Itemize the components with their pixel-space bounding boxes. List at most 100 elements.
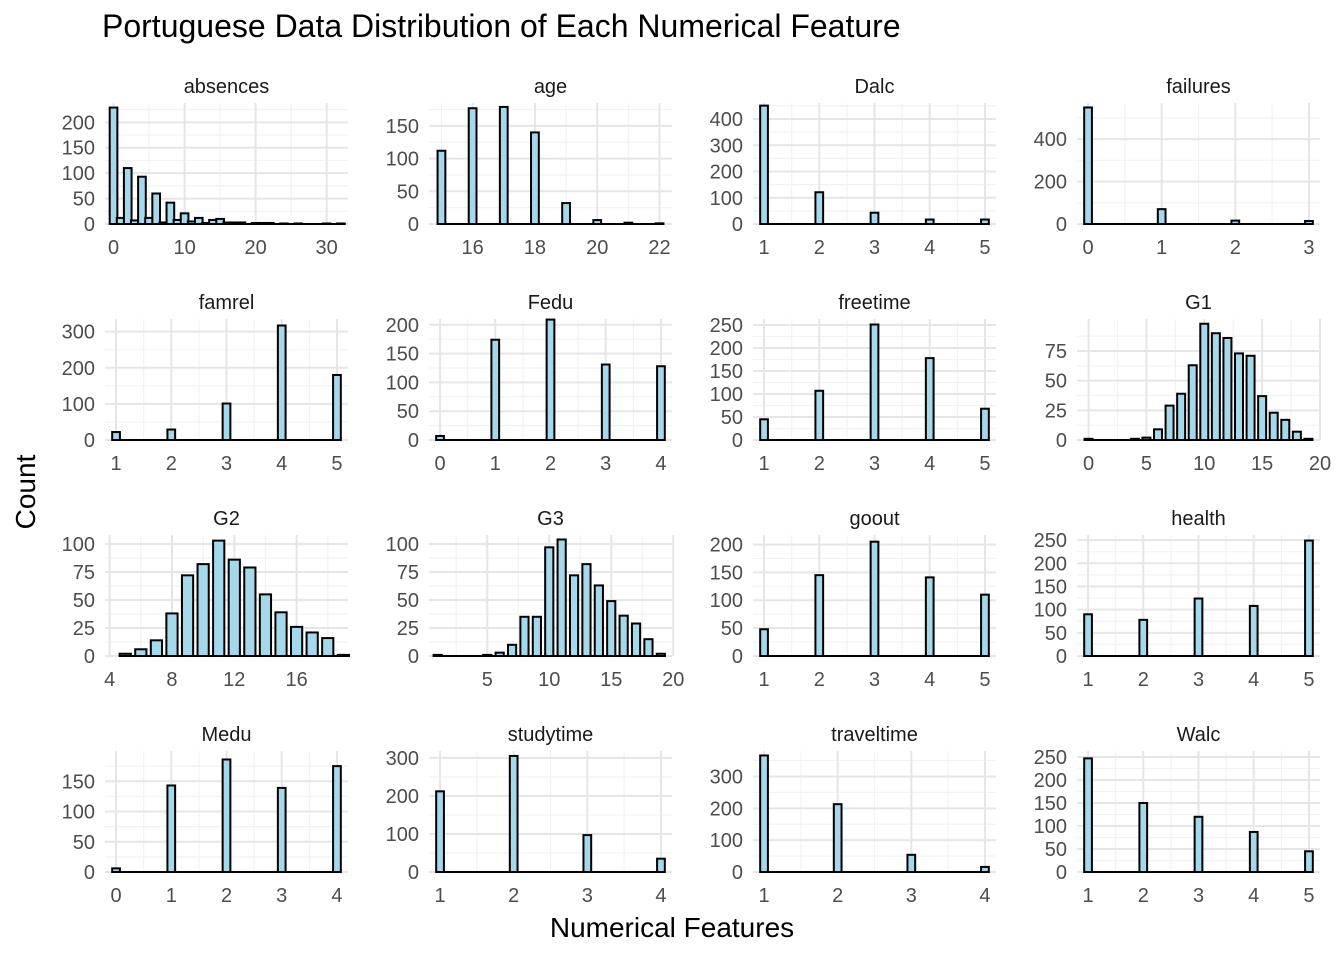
y-tick-label: 0	[84, 646, 95, 668]
panel-title: age	[534, 76, 567, 98]
bar	[869, 323, 880, 441]
x-tick-label: 1	[434, 885, 445, 907]
y-tick-label: 200	[710, 798, 743, 820]
x-tick-label: 4	[104, 669, 115, 691]
x-tick-label: 4	[924, 453, 935, 475]
y-tick-label: 150	[710, 361, 743, 383]
bar	[332, 765, 342, 873]
bar	[606, 600, 617, 658]
bar	[1156, 208, 1167, 225]
bar	[759, 104, 769, 225]
bar	[276, 786, 287, 874]
x-tick-label: 1	[758, 237, 769, 259]
bar	[581, 563, 592, 658]
y-tick-label: 200	[710, 338, 743, 360]
y-tick-label: 100	[1034, 816, 1067, 838]
bar	[1257, 395, 1268, 442]
y-tick-label: 300	[62, 322, 95, 344]
bar	[165, 612, 179, 657]
y-tick-label: 75	[397, 562, 419, 584]
bar	[221, 402, 232, 442]
x-tick-label: 5	[979, 237, 990, 259]
y-tick-label: 50	[73, 832, 95, 854]
y-tick-label: 100	[62, 534, 95, 556]
y-tick-label: 100	[386, 149, 419, 171]
chart-title: Portuguese Data Distribution of Each Num…	[102, 8, 901, 44]
panel-title: Medu	[201, 724, 251, 746]
x-tick-label: 2	[814, 237, 825, 259]
y-tick-label: 100	[710, 830, 743, 852]
x-tick-label: 2	[508, 885, 519, 907]
x-tick-label: 8	[166, 669, 177, 691]
panel-age: age 16 18 20 22 0 50 100 150	[386, 76, 672, 259]
bar	[519, 615, 530, 658]
bar	[151, 192, 161, 226]
y-tick-label: 0	[408, 430, 419, 452]
y-tick-label: 300	[710, 766, 743, 788]
panel-studytime: studytime 1 2 3 4 0 100 200 300	[386, 724, 672, 907]
x-tick-label: 4	[655, 885, 666, 907]
bar	[1138, 618, 1149, 657]
bar	[531, 615, 542, 658]
bar	[508, 754, 519, 873]
bar	[630, 622, 642, 658]
y-tick-label: 25	[73, 618, 95, 640]
x-tick-label: 4	[924, 669, 935, 691]
x-tick-label: 3	[906, 885, 917, 907]
y-tick-label: 400	[710, 109, 743, 131]
y-tick-label: 0	[84, 430, 95, 452]
bar	[166, 428, 177, 441]
panel-title: G2	[213, 508, 240, 530]
x-tick-label: 4	[924, 237, 935, 259]
y-tick-label: 0	[1056, 646, 1067, 668]
bar	[1193, 815, 1204, 874]
panel-G3: G3 5 10 15 20 0 25 50 75 100	[386, 508, 685, 691]
panel-G1: G1 0 5 10 15 20 0 25 50 75	[1045, 292, 1331, 475]
x-tick-label: 20	[245, 237, 267, 259]
bar	[1304, 539, 1314, 658]
y-tick-label: 150	[710, 562, 743, 584]
bar	[980, 593, 990, 657]
y-tick-label: 100	[386, 534, 419, 556]
y-tick-label: 50	[73, 590, 95, 612]
y-tick-label: 200	[386, 786, 419, 808]
bar	[1199, 322, 1210, 441]
x-tick-label: 0	[434, 453, 445, 475]
x-tick-label: 1	[110, 453, 121, 475]
y-tick-label: 100	[62, 802, 95, 824]
bar	[1193, 597, 1204, 658]
bar	[814, 574, 825, 657]
y-tick-label: 200	[710, 162, 743, 184]
x-tick-label: 5	[482, 669, 493, 691]
x-tick-label: 2	[221, 885, 232, 907]
bar	[759, 628, 769, 658]
x-tick-label: 20	[662, 669, 684, 691]
y-axis-label: Count	[10, 454, 41, 530]
y-tick-label: 0	[1056, 430, 1067, 452]
bar	[305, 631, 319, 658]
y-tick-label: 200	[1034, 172, 1067, 194]
y-tick-label: 100	[62, 394, 95, 416]
bar	[656, 857, 666, 873]
x-tick-label: 1	[1082, 885, 1093, 907]
y-tick-label: 50	[721, 407, 743, 429]
y-tick-label: 50	[397, 401, 419, 423]
panel-famrel: famrel 1 2 3 4 5 0 100 200 300	[62, 292, 348, 475]
bar	[1138, 801, 1149, 873]
bar	[1304, 850, 1314, 873]
bar	[1268, 411, 1279, 442]
y-tick-label: 50	[397, 181, 419, 203]
bar	[243, 566, 257, 657]
x-tick-label: 2	[832, 885, 843, 907]
bar	[1210, 332, 1221, 441]
bar	[869, 540, 880, 657]
y-tick-label: 400	[1034, 129, 1067, 151]
y-tick-label: 100	[710, 384, 743, 406]
y-tick-label: 200	[386, 315, 419, 337]
x-tick-label: 15	[600, 669, 622, 691]
bar	[227, 558, 241, 657]
